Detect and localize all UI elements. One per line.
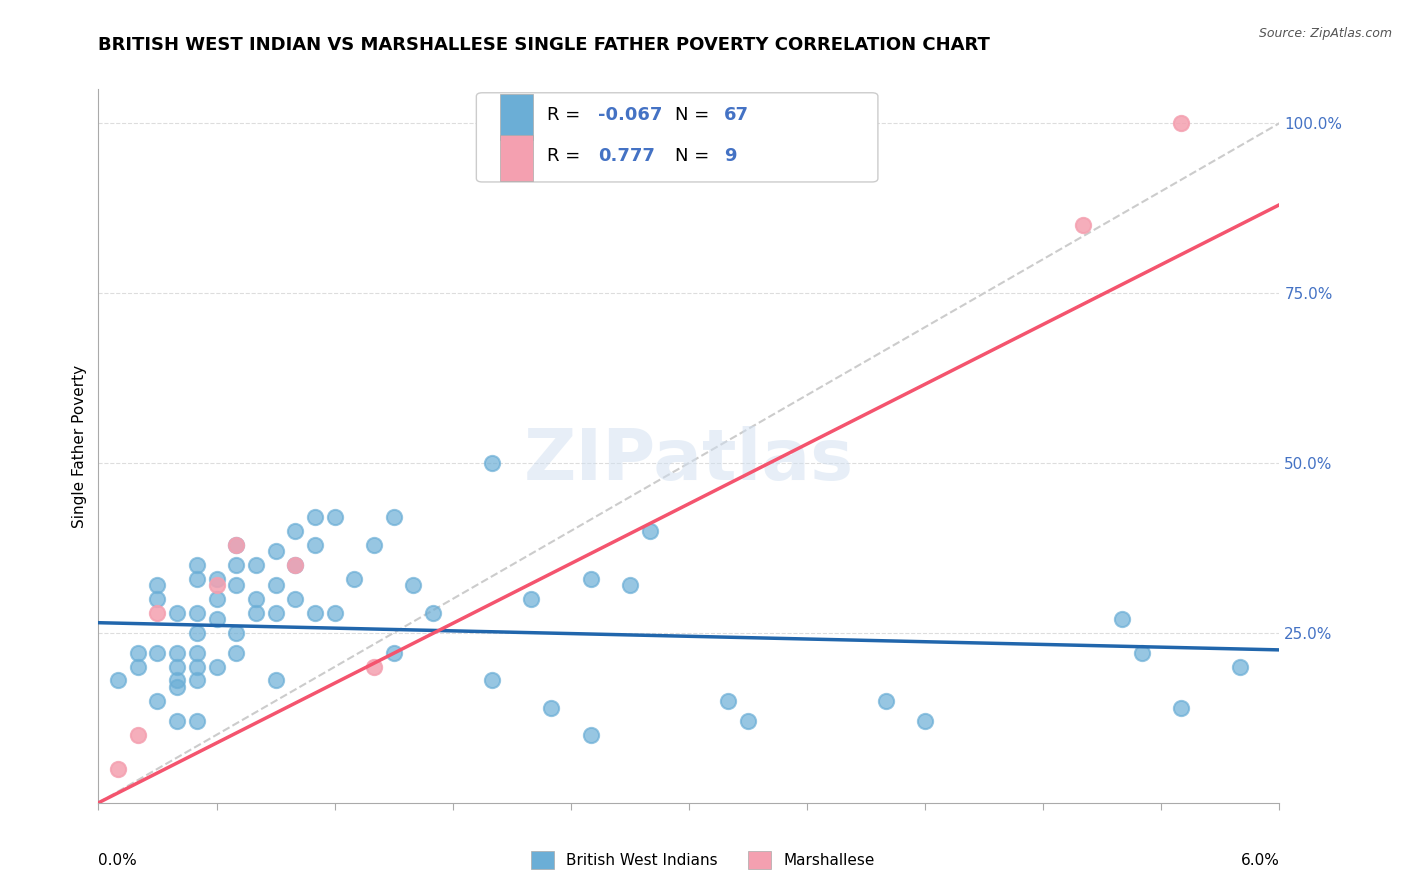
Text: R =: R = [547,106,586,125]
Point [1170,116,1192,130]
Point [107,762,129,776]
Point [1170,700,1192,714]
Point [186,558,208,572]
Point [619,578,641,592]
Point [205,591,228,606]
Point [363,537,385,551]
Text: -0.067: -0.067 [598,106,662,125]
Point [225,578,247,592]
Point [737,714,759,729]
Point [717,694,740,708]
Point [225,537,247,551]
Point [225,626,247,640]
Point [166,660,188,674]
Point [127,660,149,674]
Point [1111,612,1133,626]
Point [481,456,503,470]
Point [186,646,208,660]
Text: Source: ZipAtlas.com: Source: ZipAtlas.com [1258,27,1392,40]
Point [205,578,228,592]
Point [304,537,326,551]
Point [264,673,287,688]
Text: R =: R = [547,147,592,166]
Point [127,646,149,660]
Point [146,591,169,606]
Point [1130,646,1153,660]
Point [284,558,307,572]
Point [540,700,562,714]
Point [245,558,267,572]
Point [205,572,228,586]
Point [264,606,287,620]
Point [579,728,602,742]
Point [186,572,208,586]
Point [284,558,307,572]
Point [166,606,188,620]
Text: N =: N = [675,147,714,166]
Point [304,510,326,524]
Point [382,510,405,524]
Text: 67: 67 [724,106,749,125]
Point [343,572,366,586]
Text: N =: N = [675,106,714,125]
Legend: British West Indians, Marshallese: British West Indians, Marshallese [524,845,882,875]
Point [186,673,208,688]
Point [166,646,188,660]
Point [225,558,247,572]
Point [166,673,188,688]
Point [205,612,228,626]
Point [284,591,307,606]
Point [382,646,405,660]
Point [245,606,267,620]
Point [638,524,661,538]
Point [304,606,326,620]
Point [225,646,247,660]
Point [264,578,287,592]
Point [225,537,247,551]
Point [146,694,169,708]
Point [1071,218,1094,232]
Point [166,714,188,729]
Point [146,578,169,592]
Y-axis label: Single Father Poverty: Single Father Poverty [72,365,87,527]
Point [520,591,543,606]
Point [323,510,346,524]
Point [422,606,444,620]
FancyBboxPatch shape [501,135,533,181]
Point [127,728,149,742]
FancyBboxPatch shape [477,93,877,182]
Text: ZIPatlas: ZIPatlas [524,425,853,495]
Point [875,694,897,708]
Point [1229,660,1251,674]
Point [245,591,267,606]
Text: 0.777: 0.777 [598,147,655,166]
Point [264,544,287,558]
Point [146,646,169,660]
Point [481,673,503,688]
Point [146,606,169,620]
Point [186,714,208,729]
Text: 9: 9 [724,147,737,166]
Point [402,578,425,592]
Point [186,626,208,640]
FancyBboxPatch shape [501,94,533,140]
Text: 6.0%: 6.0% [1240,853,1279,868]
Point [363,660,385,674]
Text: 0.0%: 0.0% [98,853,138,868]
Point [323,606,346,620]
Text: BRITISH WEST INDIAN VS MARSHALLESE SINGLE FATHER POVERTY CORRELATION CHART: BRITISH WEST INDIAN VS MARSHALLESE SINGL… [98,36,990,54]
Point [914,714,936,729]
Point [166,680,188,694]
Point [205,660,228,674]
Point [579,572,602,586]
Point [284,524,307,538]
Point [186,660,208,674]
Point [186,606,208,620]
Point [107,673,129,688]
